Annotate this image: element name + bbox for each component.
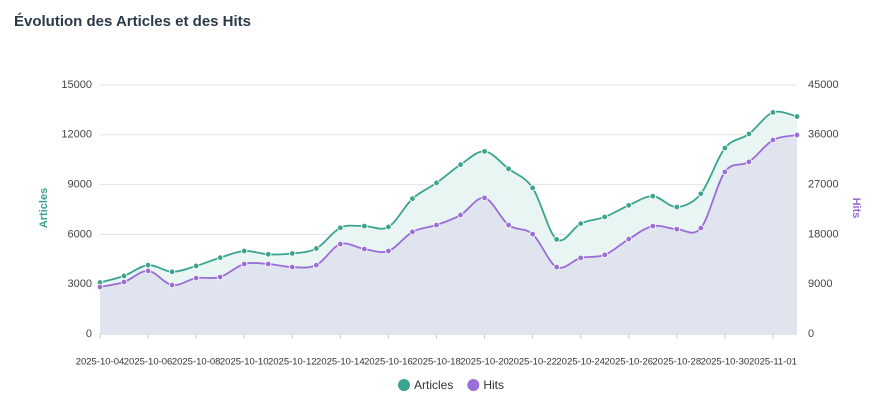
x-tick-label: 2025-10-30: [701, 357, 750, 368]
point: [721, 144, 729, 152]
point: [457, 161, 464, 168]
point: [168, 281, 176, 289]
point: [265, 260, 272, 268]
point: [385, 247, 392, 255]
point: [120, 278, 128, 286]
point: [673, 225, 681, 233]
y-tick-label: 3000: [68, 278, 92, 290]
x-tick-label: 2025-10-26: [604, 357, 653, 368]
point: [361, 245, 368, 253]
y2-tick-label: 18000: [808, 228, 839, 240]
point: [265, 251, 272, 258]
y2-tick-label: 45000: [808, 79, 839, 91]
point: [793, 113, 801, 120]
legend-marker: [467, 379, 480, 391]
x-tick-label: 2025-10-28: [653, 357, 702, 368]
point: [601, 251, 608, 259]
point: [553, 236, 560, 243]
point: [505, 221, 512, 229]
point: [673, 203, 681, 211]
point: [361, 222, 368, 230]
y-tick-label: 9000: [68, 179, 92, 191]
point: [313, 261, 320, 269]
x-tick-label: 2025-10-24: [556, 357, 605, 368]
y-axis-title: Articles: [38, 188, 50, 228]
point: [313, 245, 320, 252]
y-tick-label: 15000: [61, 79, 92, 91]
point: [553, 263, 560, 271]
point: [697, 224, 705, 232]
point: [625, 202, 632, 209]
point: [337, 224, 344, 231]
point: [601, 213, 608, 221]
point: [433, 179, 440, 187]
point: [96, 283, 104, 291]
legend-marker: [398, 379, 410, 391]
y-tick-label: 0: [86, 328, 92, 340]
point: [721, 168, 729, 176]
x-tick-label: 2025-10-12: [268, 357, 317, 368]
point: [457, 211, 464, 219]
y-tick-label: 6000: [68, 228, 92, 240]
point: [409, 195, 416, 202]
x-tick-label: 2025-10-04: [76, 357, 125, 368]
point: [697, 190, 705, 197]
x-tick-label: 2025-10-20: [460, 357, 509, 368]
point: [337, 240, 344, 248]
point: [529, 230, 536, 238]
point: [649, 193, 656, 200]
x-tick-label: 2025-11-01: [749, 357, 797, 368]
point: [793, 131, 801, 139]
chart-title: Évolution des Articles et des Hits: [14, 13, 251, 30]
point: [625, 235, 632, 243]
point: [241, 260, 248, 268]
point: [120, 272, 128, 280]
point: [649, 222, 656, 230]
y-tick-label: 12000: [61, 129, 92, 141]
y2-tick-label: 36000: [808, 129, 839, 141]
point: [216, 273, 224, 281]
y2-tick-label: 9000: [808, 278, 832, 290]
point: [192, 262, 200, 270]
legend-label: Articles: [414, 378, 453, 392]
x-tick-label: 2025-10-16: [364, 357, 413, 368]
x-tick-label: 2025-10-22: [508, 357, 557, 368]
point: [577, 254, 584, 262]
point: [481, 148, 488, 155]
point: [745, 130, 753, 138]
point: [769, 136, 777, 144]
point: [481, 194, 488, 202]
legend-label: Hits: [483, 378, 504, 392]
point: [241, 247, 248, 255]
y2-axis-title: Hits: [850, 198, 862, 219]
point: [433, 221, 440, 229]
point: [289, 263, 296, 271]
x-tick-label: 2025-10-08: [172, 357, 221, 368]
area: [100, 135, 797, 334]
point: [385, 223, 392, 231]
point: [144, 261, 152, 269]
point: [529, 184, 536, 192]
point: [289, 250, 296, 257]
x-tick-label: 2025-10-10: [220, 357, 269, 368]
x-tick-label: 2025-10-18: [412, 357, 461, 368]
x-tick-label: 2025-10-06: [124, 357, 173, 368]
point: [192, 274, 200, 282]
point: [144, 267, 152, 275]
point: [745, 158, 753, 166]
point: [577, 220, 584, 227]
x-tick-label: 2025-10-14: [316, 357, 365, 368]
point: [505, 165, 512, 173]
point: [216, 254, 224, 261]
y2-tick-label: 0: [808, 328, 814, 340]
point: [769, 109, 777, 116]
point: [409, 228, 416, 236]
point: [168, 268, 176, 275]
y2-tick-label: 27000: [808, 179, 839, 191]
